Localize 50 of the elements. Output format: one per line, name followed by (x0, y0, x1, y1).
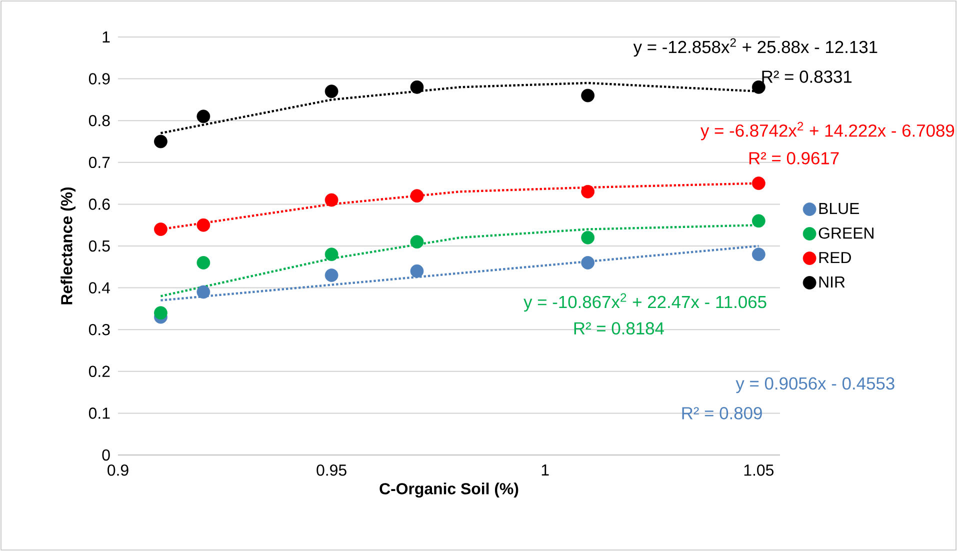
point (196, 218, 210, 232)
x-tick-label: 1 (542, 464, 549, 476)
y-tick-label: 1 (102, 32, 110, 42)
y-tick-label: 0.9 (88, 73, 110, 84)
annotation: R² = 0.9617 (749, 152, 839, 164)
point (752, 214, 766, 228)
point (324, 84, 338, 98)
y-tick-label: 0.6 (88, 198, 110, 210)
y-tick-label: 0 (102, 449, 110, 461)
point (752, 176, 766, 190)
y-tick-label: 0.4 (88, 282, 110, 294)
y-tick-label: 0.1 (88, 408, 110, 419)
y-tick-label: 0.3 (88, 324, 110, 336)
annotation: y = -10.867x$^{2}$ + 22.47x - 11.065 (524, 293, 766, 312)
annotation: R² = 0.8184 (574, 322, 664, 335)
point (410, 189, 424, 203)
point (410, 80, 424, 94)
y-tick-label: 0.5 (88, 240, 110, 252)
point (581, 256, 595, 270)
annotation: y = -12.858x$^{2}$ + 25.88x - 12.131 (633, 38, 878, 57)
point (154, 222, 168, 236)
annotation: R² = 0.809 (682, 407, 762, 420)
y-tick-label: 0.7 (88, 156, 110, 168)
legend-label: NIR (819, 276, 845, 288)
point (324, 268, 338, 282)
point (410, 235, 424, 249)
point (410, 264, 424, 278)
point (581, 184, 595, 198)
annotation: R² = 0.8331 (762, 70, 852, 83)
y-axis-title: Reflectance (%) (60, 187, 76, 304)
point (196, 285, 210, 299)
point (752, 248, 766, 262)
point (581, 230, 595, 244)
x-tick-label: 1.05 (744, 464, 774, 476)
point (154, 134, 168, 148)
point (196, 256, 210, 270)
x-axis-title: C-Organic Soil (%) (380, 482, 518, 498)
legend-label: BLUE (819, 203, 860, 214)
point (324, 193, 338, 207)
x-tick-label: 0.95 (316, 464, 346, 476)
legend-label: RED (819, 252, 851, 264)
point (154, 306, 168, 320)
point (581, 88, 595, 102)
point (196, 110, 210, 124)
y-tick-label: 0.2 (88, 366, 110, 378)
y-tick-label: 0.8 (88, 114, 110, 126)
point (324, 248, 338, 262)
legend-label: GREEN (818, 227, 874, 239)
annotation: y = 0.9056x - 0.4553 (736, 377, 894, 394)
annotation: y = -6.8742x$^{2}$ + 14.222x - 6.7089 (700, 122, 954, 140)
